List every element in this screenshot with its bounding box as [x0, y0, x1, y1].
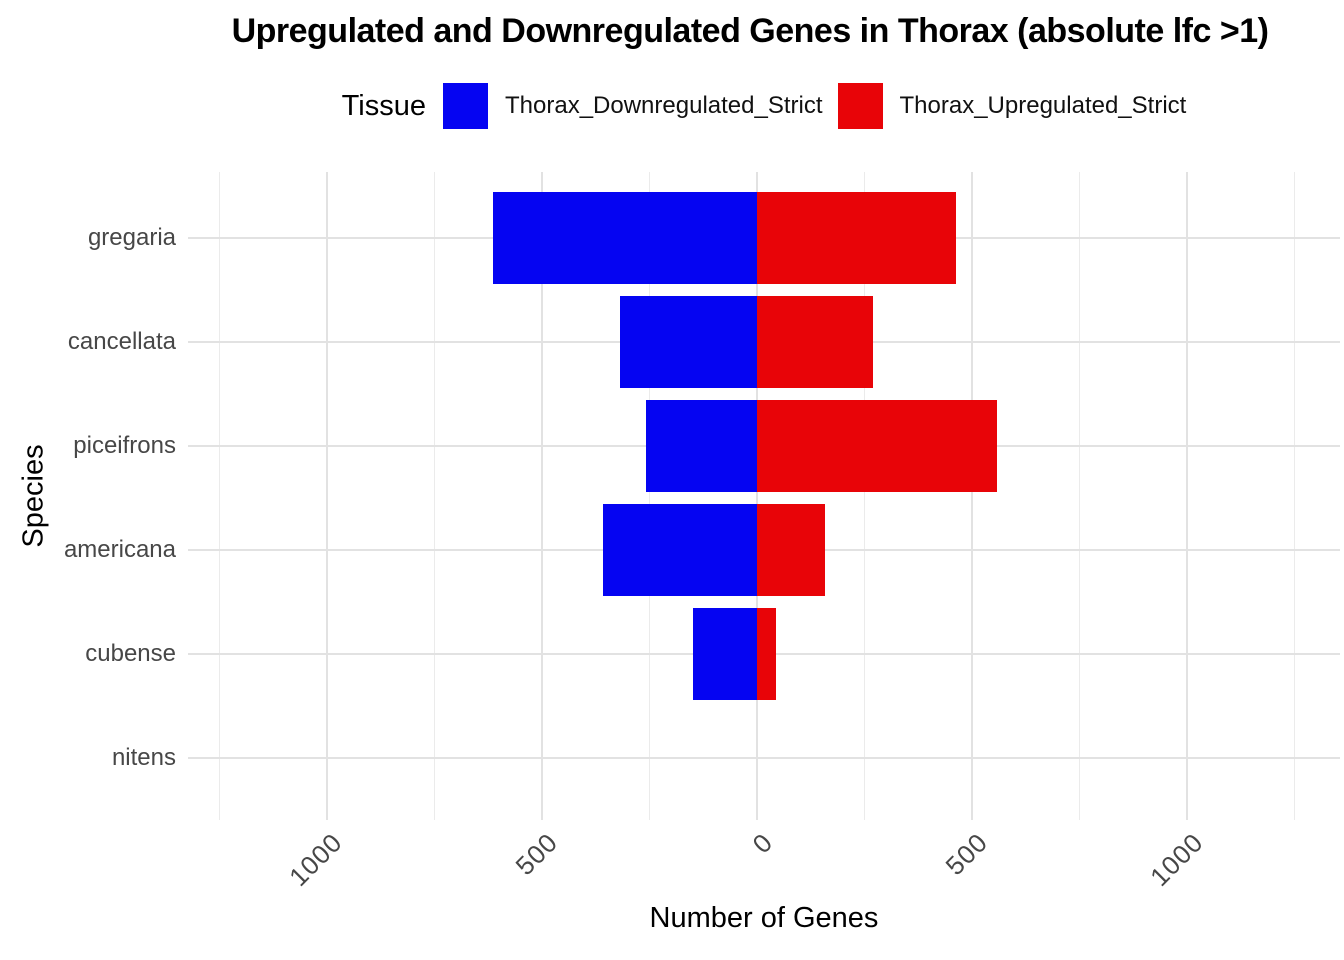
gridline-x-minor	[649, 172, 651, 820]
legend: Tissue Thorax_Downregulated_Strict Thora…	[188, 82, 1340, 130]
gridline-x-major	[326, 172, 329, 820]
bar-downregulated-piceifrons	[645, 400, 758, 492]
x-tick-label: 500	[509, 827, 564, 882]
legend-title: Tissue	[341, 89, 426, 122]
x-tick-label: 0	[746, 827, 779, 860]
gridline-x-major	[1186, 172, 1189, 820]
y-axis-title: Species	[17, 444, 50, 548]
bar-upregulated-gregaria	[757, 192, 956, 284]
legend-swatch-upregulated	[837, 83, 883, 129]
gridline-x-minor	[1079, 172, 1081, 820]
legend-label-downregulated: Thorax_Downregulated_Strict	[505, 92, 823, 119]
x-axis-title: Number of Genes	[649, 902, 879, 934]
legend-swatch-downregulated	[443, 83, 488, 129]
x-tick-label: 1000	[1143, 827, 1209, 892]
gridline-y-major-nitens	[188, 757, 1340, 759]
legend-label-upregulated: Thorax_Upregulated_Strict	[899, 92, 1187, 119]
bar-upregulated-piceifrons	[757, 400, 997, 492]
y-tick-label-piceifrons: piceifrons	[73, 432, 176, 459]
bar-downregulated-cancellata	[619, 296, 758, 388]
bar-upregulated-cubense	[757, 608, 777, 700]
y-tick-label-cancellata: cancellata	[67, 328, 176, 355]
bar-downregulated-americana	[602, 504, 758, 596]
y-tick-label-nitens: nitens	[111, 744, 176, 771]
bar-upregulated-cancellata	[757, 296, 873, 388]
y-tick-label-americana: americana	[63, 536, 176, 563]
gridline-x-minor	[1294, 172, 1296, 820]
gridline-x-minor	[864, 172, 866, 820]
gridline-x-major	[971, 172, 974, 820]
bar-downregulated-cubense	[693, 608, 758, 700]
gridline-x-minor	[434, 172, 436, 820]
y-tick-label-gregaria: gregaria	[87, 224, 176, 251]
bar-downregulated-gregaria	[492, 192, 758, 284]
chart-title: Upregulated and Downregulated Genes in T…	[231, 12, 1269, 50]
gridline-x-major	[756, 172, 759, 820]
bar-upregulated-americana	[757, 504, 825, 596]
y-tick-label-cubense: cubense	[85, 640, 176, 667]
gridline-x-minor	[219, 172, 221, 820]
legend-item-downregulated: Thorax_Downregulated_Strict	[443, 83, 823, 129]
x-tick-label: 500	[939, 827, 994, 882]
x-tick-label: 1000	[283, 827, 349, 892]
legend-item-upregulated: Thorax_Upregulated_Strict	[837, 83, 1187, 129]
gridline-x-major	[541, 172, 544, 820]
